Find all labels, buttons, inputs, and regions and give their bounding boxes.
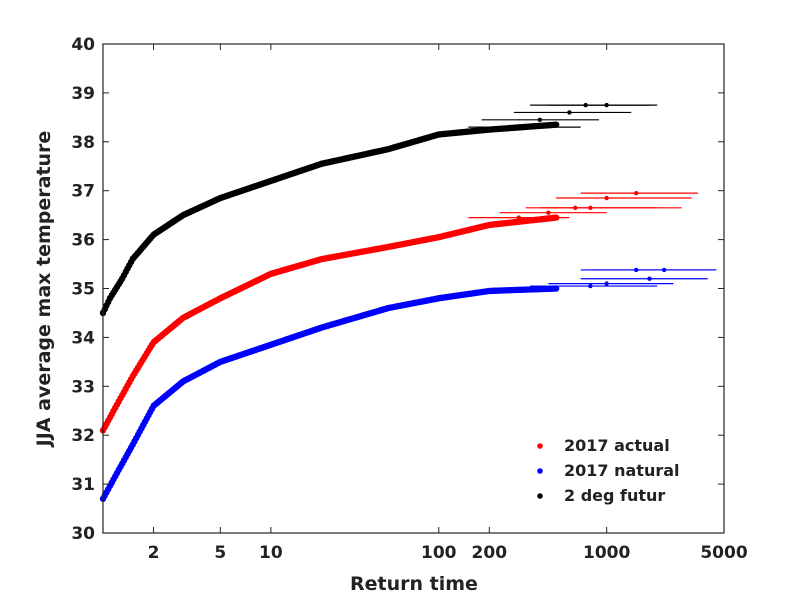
series-0: [99, 190, 698, 434]
series-0-tail-point: [634, 190, 639, 196]
y-tick-label: 36: [71, 231, 95, 251]
series-layer: [99, 102, 717, 502]
series-0-tail-point: [546, 210, 551, 215]
legend-marker-0: [537, 443, 543, 449]
x-tick-label: 200: [472, 543, 508, 563]
y-tick-label: 40: [71, 35, 95, 55]
series-2: [99, 102, 658, 317]
y-tick-label: 32: [71, 426, 95, 446]
legend-label-1: 2017 natural: [564, 461, 680, 480]
x-tick-label: 5: [214, 543, 226, 563]
y-tick-label: 38: [71, 133, 95, 153]
plot-background: [103, 44, 724, 533]
series-1-tail-point: [661, 267, 667, 273]
x-tick-label: 10: [259, 543, 283, 563]
y-tick-label: 39: [71, 84, 95, 104]
y-tick-label: 31: [71, 475, 95, 495]
y-tick-label: 34: [71, 328, 95, 348]
y-tick-label: 33: [71, 377, 95, 397]
legend-marker-1: [537, 468, 543, 474]
legend: 2017 actual 2017 natural 2 deg futur: [537, 436, 680, 505]
series-0-tail-point: [516, 215, 522, 220]
series-2-tail-point: [527, 124, 533, 130]
series-0-tail-point: [604, 195, 609, 201]
series-1: [99, 267, 717, 502]
x-tick-label: 100: [421, 543, 457, 563]
series-1-point: [552, 285, 560, 292]
legend-label-0: 2017 actual: [564, 436, 670, 455]
x-tick-label: 2: [148, 543, 160, 563]
series-0-tail-point: [588, 205, 593, 211]
y-tick-label: 30: [71, 524, 95, 544]
series-2-tail-point: [567, 110, 572, 115]
y-tick-label: 35: [71, 280, 95, 300]
y-axis-title: JJA average max temperature: [33, 131, 55, 449]
series-2-point: [552, 121, 560, 128]
x-tick-label: 1000: [583, 543, 630, 563]
series-1-tail-point: [588, 283, 593, 289]
series-2-tail-point: [604, 102, 609, 108]
series-2-tail-point: [537, 117, 543, 122]
series-1-tail-point: [647, 276, 652, 281]
x-tick-label: 5000: [700, 543, 747, 563]
series-1-tail-point: [604, 281, 609, 286]
x-axis-title: Return time: [350, 573, 478, 595]
legend-marker-2: [537, 493, 543, 499]
y-tick-label: 37: [71, 182, 95, 202]
legend-label-2: 2 deg futur: [564, 486, 665, 505]
